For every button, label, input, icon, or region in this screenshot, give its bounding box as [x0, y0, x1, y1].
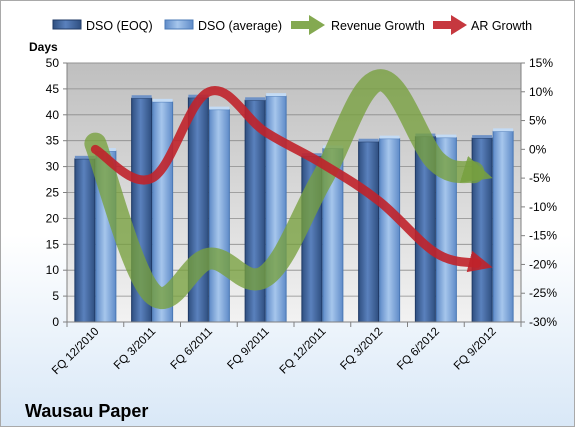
x-tick-label: FQ 6/2011	[169, 326, 215, 372]
chart-title: Wausau Paper	[25, 401, 148, 421]
x-tick-label: FQ 9/2011	[225, 326, 271, 372]
left-tick-label: 5	[52, 289, 59, 303]
bar-cap	[266, 93, 287, 97]
line-ar-growth	[90, 86, 493, 273]
bars-layer	[74, 93, 514, 323]
x-tick-label: FQ 9/2012	[452, 326, 499, 373]
left-tick-label: 10	[46, 263, 60, 277]
bar-cap	[472, 135, 493, 139]
legend-arrow-icon	[433, 15, 467, 35]
left-tick-label: 20	[46, 211, 60, 225]
x-tick-label: FQ 12/2010	[50, 326, 101, 377]
left-tick-label: 50	[46, 56, 60, 70]
legend-label: DSO (average)	[198, 19, 282, 33]
right-tick-label: -10%	[529, 200, 557, 214]
right-tick-label: 0%	[529, 142, 547, 156]
bar-cap	[152, 98, 173, 102]
right-tick-label: 5%	[529, 114, 547, 128]
left-tick-label: 35	[46, 134, 60, 148]
bar-dso-average	[208, 109, 230, 323]
right-tick-label: -30%	[529, 315, 557, 329]
bar-cap	[74, 155, 95, 159]
right-tick-label: 10%	[529, 85, 553, 99]
bar-cap	[379, 135, 400, 139]
line-revenue-growth	[84, 69, 493, 309]
legend-arrow-icon	[291, 15, 325, 35]
right-tick-label: -20%	[529, 257, 557, 271]
legend: DSO (EOQ) DSO (average) Revenue Growth AR G…	[52, 15, 532, 35]
x-tick-label: FQ 3/2012	[338, 326, 385, 373]
legend-swatch	[164, 19, 194, 30]
left-tick-label: 25	[46, 186, 60, 200]
bar-cap	[493, 128, 514, 132]
right-tick-label: -15%	[529, 229, 557, 243]
legend-label: AR Growth	[471, 19, 532, 33]
bar-cap	[131, 95, 152, 99]
bar-cap	[358, 138, 379, 142]
bar-cap	[436, 134, 457, 138]
right-tick-label: -25%	[529, 286, 557, 300]
x-tick-label: FQ 12/2011	[278, 326, 329, 377]
left-tick-label: 40	[46, 108, 60, 122]
bar-dso-eoq	[74, 158, 96, 323]
left-tick-label: 30	[46, 160, 60, 174]
bar-dso-eoq	[358, 141, 380, 323]
right-tick-label: -5%	[529, 171, 551, 185]
legend-label: Revenue Growth	[331, 19, 425, 33]
bar-cap	[245, 97, 266, 101]
left-tick-label: 15	[46, 237, 60, 251]
lines-layer	[84, 69, 493, 309]
legend-swatch	[52, 19, 82, 30]
x-tick-label: FQ 6/2012	[395, 326, 442, 373]
x-tick-label: FQ 3/2011	[112, 326, 158, 372]
bar-cap	[209, 106, 230, 110]
left-tick-label: 0	[52, 315, 59, 329]
legend-label: DSO (EOQ)	[86, 19, 153, 33]
left-tick-label: 45	[46, 82, 60, 96]
bar-dso-average	[492, 130, 514, 323]
right-tick-label: 15%	[529, 56, 553, 70]
bar-dso-average	[379, 138, 401, 323]
y-axis-label: Days	[29, 40, 58, 54]
